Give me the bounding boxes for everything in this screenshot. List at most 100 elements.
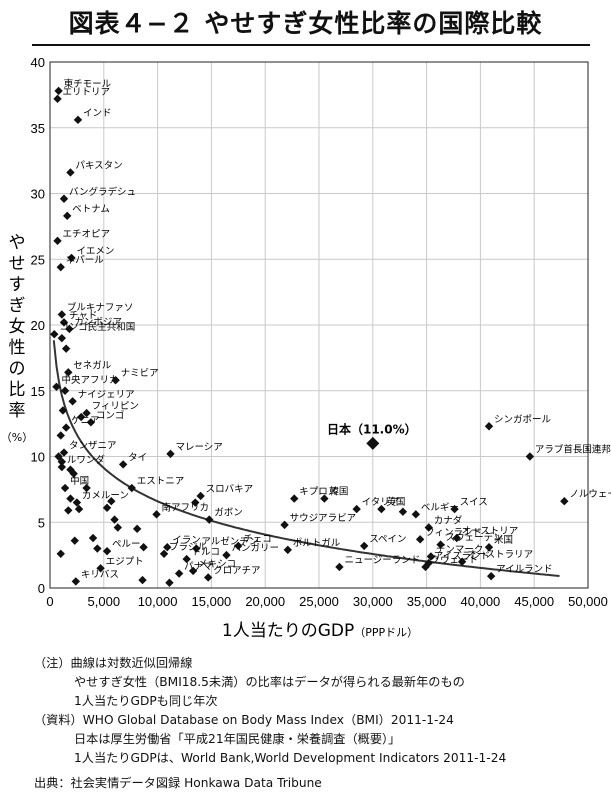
point-label: ハンガリー [231, 543, 279, 554]
data-point [57, 333, 67, 343]
point-label: チャド [69, 310, 97, 321]
point-label: メキシコ [198, 559, 236, 570]
axes: 0 5 10 15 20 25 30 35 40 0 5,000 10,000 15,000 20,000… [1, 55, 608, 641]
point-label: アルゼンチン [201, 536, 258, 548]
data-point [54, 86, 63, 96]
point-label: 東チモール [64, 78, 112, 90]
data-point [74, 504, 84, 514]
point-label: 米国 [494, 534, 513, 546]
point-label: エジプト [106, 556, 144, 567]
point-label: デンマーク [436, 543, 484, 555]
point-label: キリバス [81, 569, 119, 580]
data-point [525, 452, 535, 461]
data-point [163, 543, 172, 552]
point-label: エリトリア [63, 87, 111, 98]
point-label: エストニア [137, 476, 185, 487]
data-point [52, 382, 61, 392]
point-label: キプロス [299, 487, 337, 498]
y-tick-label: 20 [31, 318, 45, 333]
data-point [57, 457, 67, 466]
note-line: 1人当たりGDPも同じ年次 [74, 694, 218, 708]
data-point [64, 506, 73, 515]
point-label: 英国 [386, 496, 405, 508]
data-point [192, 544, 201, 553]
point-label: タイ [128, 452, 147, 463]
point-label: アイスランド [434, 551, 490, 562]
y-axis-title-char: 性 [9, 338, 26, 358]
point-label: トルコ [192, 547, 220, 558]
point-label: ケニア [71, 416, 100, 427]
point-label: スペイン [369, 534, 406, 545]
y-tick-label: 30 [31, 187, 45, 202]
data-point [96, 564, 105, 573]
y-axis-title-char: 女 [9, 317, 26, 337]
data-point [57, 310, 67, 319]
x-tick-label: 15,000 [192, 594, 232, 609]
data-point [56, 549, 65, 559]
data-source-line: 日本は厚生労働省「平成21年国民健康・栄養調査（概要）」 [74, 732, 401, 746]
data-source-line: （資料）WHO Global Database on Body Mass Ind… [34, 713, 454, 727]
data-point [60, 386, 70, 395]
y-axis-unit: （%） [1, 431, 33, 444]
x-tick-label: 25,000 [299, 594, 339, 609]
point-label: イエメン [77, 246, 115, 257]
data-point [67, 253, 76, 263]
data-point [174, 569, 184, 578]
point-label: クウェート [431, 555, 479, 566]
data-point [222, 550, 231, 560]
x-tick-label: 0 [46, 594, 53, 609]
chart-title: 図表４−２ やせすぎ女性比率の国際比較 [68, 9, 543, 38]
point-label: 南アフリカ [162, 501, 210, 513]
y-tick-label: 0 [38, 581, 45, 596]
data-point [61, 423, 71, 432]
point-label: スウェーデン [446, 532, 503, 544]
x-tick-label: 35,000 [407, 594, 447, 609]
data-point [359, 541, 369, 551]
data-point [113, 523, 122, 532]
data-point [159, 549, 169, 559]
data-point [398, 507, 408, 516]
data-point [61, 344, 71, 353]
data-point [415, 535, 425, 544]
point-label: フィンランド [425, 527, 482, 538]
data-point [486, 571, 496, 581]
data-point [280, 520, 289, 530]
data-point [66, 168, 75, 177]
data-point [68, 397, 77, 406]
point-label: セネガル [73, 360, 112, 371]
data-point [424, 523, 433, 532]
x-tick-label: 20,000 [245, 594, 285, 609]
y-tick-label: 25 [31, 252, 45, 267]
data-point [196, 491, 205, 501]
data-point [166, 449, 175, 459]
point-label: ポルトガル [293, 538, 341, 549]
y-axis-title-char: ぎ [9, 296, 26, 316]
data-point [59, 318, 69, 327]
data-point [59, 448, 69, 457]
point-label: バングラデシュ [69, 186, 136, 198]
data-point [203, 573, 213, 582]
x-tick-label: 10,000 [138, 594, 178, 609]
data-point [138, 575, 147, 585]
point-label: カナダ [434, 515, 463, 527]
data-point [139, 543, 148, 552]
data-point [111, 376, 120, 385]
data-point [64, 368, 73, 377]
point-label: サウジアラビア [290, 513, 357, 524]
point-label: スロバキア [206, 484, 254, 495]
note-line: （注）曲線は対数近似回帰線 [34, 656, 193, 670]
point-label: コンゴ民主共和国 [59, 321, 135, 333]
point-label: オーストラリア [467, 550, 533, 561]
notes-block: （注）曲線は対数近似回帰線 やせすぎ女性（BMI18.5未満）の比率はデータが得… [34, 654, 506, 768]
data-source-line: 1人当たりGDPは、World Bank,World Development I… [74, 751, 507, 765]
y-tick-label: 5 [38, 515, 45, 530]
y-axis-title-char: の [9, 359, 26, 379]
point-label: ガボン [214, 508, 243, 519]
data-point [69, 469, 78, 478]
data-point [436, 540, 445, 549]
japan-label: 日本（11.0%） [327, 421, 417, 436]
point-label: タンザニア [69, 441, 117, 452]
plot-frame [49, 61, 589, 589]
data-point [335, 562, 344, 572]
data-point [65, 324, 74, 334]
